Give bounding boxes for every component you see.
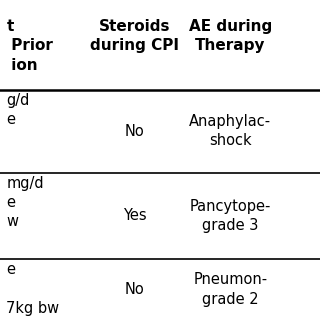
Text: No: No [124,282,144,297]
Text: mg/d
e
w: mg/d e w [6,176,44,229]
Text: Yes: Yes [123,209,146,223]
Text: No: No [124,124,144,139]
Text: Pneumon-
grade 2: Pneumon- grade 2 [193,273,268,307]
Text: t
 Prior
 ion: t Prior ion [6,19,53,73]
Text: AE during
Therapy: AE during Therapy [189,19,272,53]
Text: Steroids
during CPI: Steroids during CPI [90,19,179,53]
Text: e

7kg bw
nasone: e 7kg bw nasone [6,262,60,320]
Text: Anaphylac-
shock: Anaphylac- shock [189,114,271,148]
Text: g/d
e: g/d e [6,93,30,127]
Text: Pancytope-
grade 3: Pancytope- grade 3 [190,199,271,233]
